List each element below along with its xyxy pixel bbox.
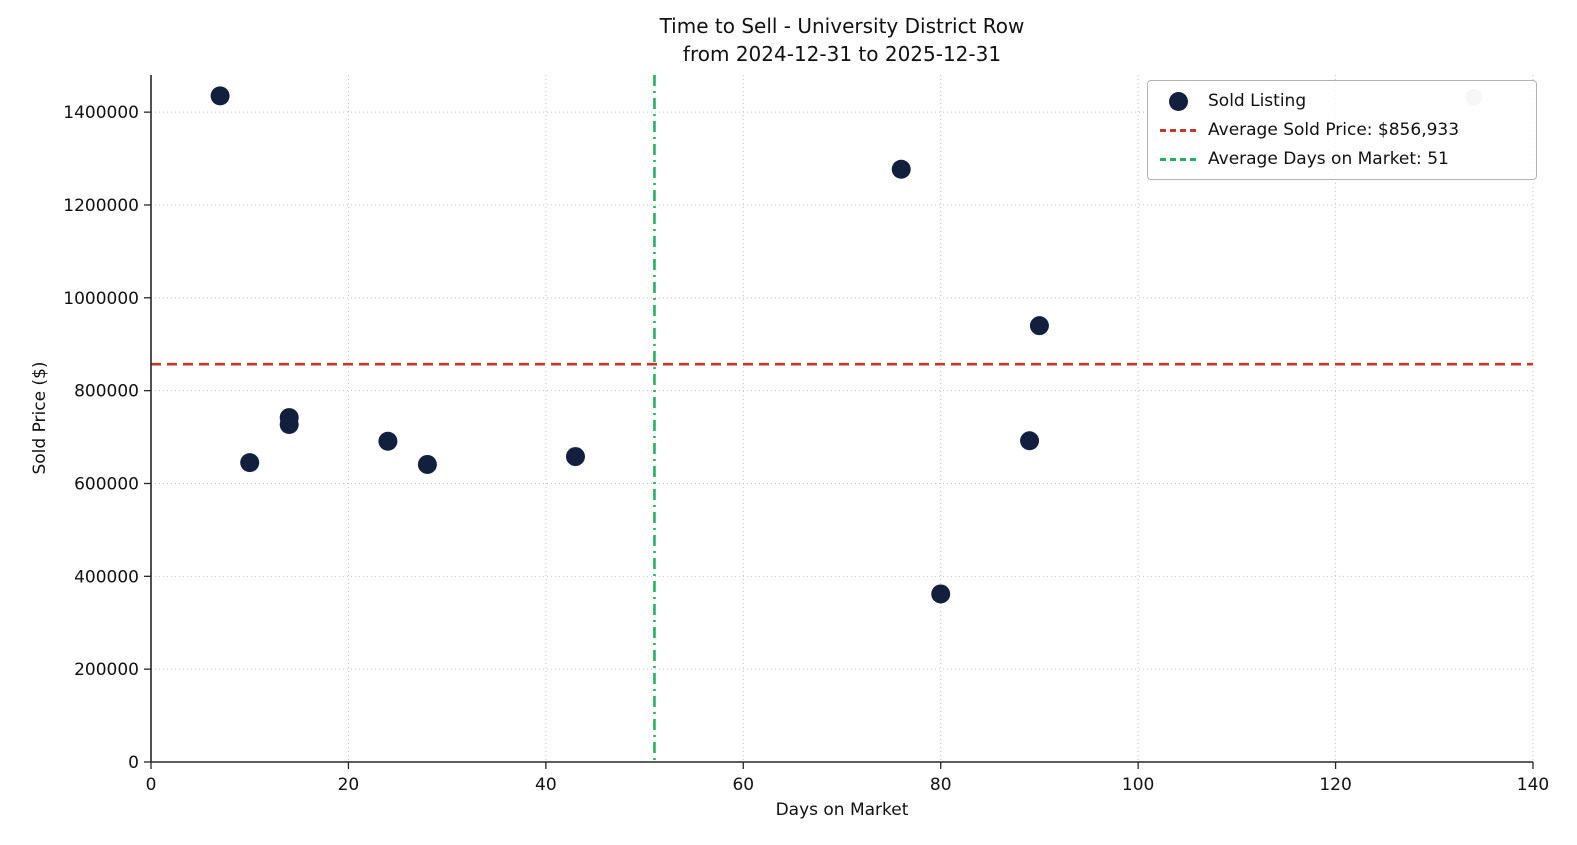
sold-listing-dot-icon xyxy=(1160,91,1196,111)
chart-title: Time to Sell - University District Row xyxy=(659,14,1025,38)
dashed-line-icon xyxy=(1160,128,1196,132)
dashdot-line-icon xyxy=(1160,157,1196,161)
x-axis-label: Days on Market xyxy=(775,800,909,820)
svg-text:140: 140 xyxy=(1517,775,1549,795)
legend-label-sold-listing: Sold Listing xyxy=(1208,91,1307,111)
legend-item-sold-listing: Sold Listing xyxy=(1160,91,1520,111)
svg-text:60: 60 xyxy=(732,775,754,795)
chart-subtitle: from 2024-12-31 to 2025-12-31 xyxy=(682,42,1002,66)
chart-title-block: Time to Sell - University District Row f… xyxy=(151,12,1533,68)
svg-text:800000: 800000 xyxy=(74,382,139,402)
svg-text:0: 0 xyxy=(128,753,139,773)
svg-text:400000: 400000 xyxy=(74,567,139,587)
svg-text:200000: 200000 xyxy=(74,660,139,680)
svg-text:0: 0 xyxy=(146,775,157,795)
legend-label-average-sold-price: Average Sold Price: $856,933 xyxy=(1208,120,1460,140)
legend: Sold Listing Average Sold Price: $856,93… xyxy=(1147,80,1537,180)
legend-item-average-sold-price: Average Sold Price: $856,933 xyxy=(1160,120,1520,140)
svg-text:20: 20 xyxy=(338,775,360,795)
svg-text:120: 120 xyxy=(1319,775,1351,795)
svg-text:600000: 600000 xyxy=(74,474,139,494)
legend-label-average-days: Average Days on Market: 51 xyxy=(1208,149,1449,169)
y-axis-label: Sold Price ($) xyxy=(30,361,50,475)
svg-text:80: 80 xyxy=(930,775,952,795)
svg-text:1400000: 1400000 xyxy=(63,103,139,123)
svg-text:40: 40 xyxy=(535,775,557,795)
svg-text:100: 100 xyxy=(1122,775,1154,795)
legend-item-average-days: Average Days on Market: 51 xyxy=(1160,149,1520,169)
svg-text:1200000: 1200000 xyxy=(63,196,139,216)
svg-text:1000000: 1000000 xyxy=(63,289,139,309)
